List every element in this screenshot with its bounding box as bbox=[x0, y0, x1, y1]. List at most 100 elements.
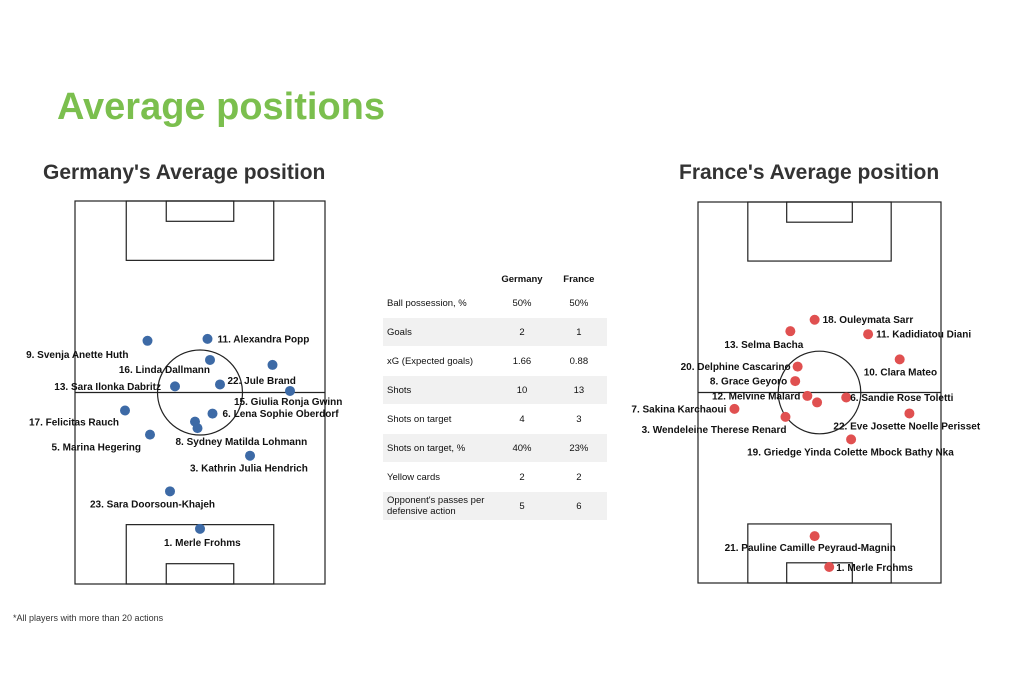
france-player-label: 20. Delphine Cascarino bbox=[681, 362, 791, 373]
france-player-dot bbox=[729, 403, 740, 414]
france-player-label: 8. Grace Geyoro bbox=[710, 377, 787, 388]
germany-player-dot bbox=[285, 385, 295, 396]
stats-row: Shots on target 4 3 bbox=[383, 404, 607, 434]
france-player-dot bbox=[809, 531, 820, 542]
france-player-label: 10. Clara Mateo bbox=[864, 367, 937, 378]
germany-player-label: 16. Linda Dallmann bbox=[119, 365, 210, 376]
stats-france-value: 13 bbox=[550, 375, 607, 405]
france-player-label: 7. Sakina Karchaoui bbox=[631, 404, 726, 415]
germany-player-label: 23. Sara Doorsoun-Khajeh bbox=[90, 499, 215, 510]
france-player-dot bbox=[894, 354, 905, 365]
germany-player-dot bbox=[170, 381, 180, 392]
germany-player-dot bbox=[165, 486, 175, 497]
germany-player-dot bbox=[142, 335, 153, 346]
france-player-label: 18. Ouleymata Sarr bbox=[823, 315, 914, 326]
germany-player-label: 17. Felicitas Rauch bbox=[29, 418, 119, 429]
france-player-dot bbox=[809, 314, 820, 325]
germany-player-label: 1. Merle Frohms bbox=[164, 538, 241, 549]
france-top-goal-area bbox=[786, 201, 853, 223]
stats-germany-value: 50% bbox=[493, 288, 551, 318]
stats-row-label: Shots on target, % bbox=[383, 433, 494, 463]
france-player-dot bbox=[790, 376, 801, 387]
stats-row-label: Shots bbox=[383, 375, 494, 405]
france-player-dot bbox=[802, 390, 813, 401]
stats-row: xG (Expected goals) 1.66 0.88 bbox=[383, 346, 607, 376]
france-player-dot bbox=[824, 561, 835, 572]
germany-player-dot bbox=[215, 379, 225, 390]
france-player-dot bbox=[846, 434, 857, 445]
france-player-dot bbox=[792, 361, 803, 372]
france-chart-title: France's Average position bbox=[679, 161, 940, 184]
stats-germany-value: 40% bbox=[493, 433, 551, 463]
stats-france-value: 1 bbox=[550, 317, 607, 347]
germany-player-label: 8. Sydney Matilda Lohmann bbox=[176, 437, 308, 448]
stats-row: Shots 10 13 bbox=[383, 375, 607, 405]
france-pitch: 18. Ouleymata Sarr 13. Selma Bacha 11. Kad… bbox=[631, 201, 981, 584]
germany-player-dot bbox=[245, 450, 255, 461]
germany-player-dot bbox=[120, 405, 130, 416]
france-player-dot bbox=[863, 329, 874, 340]
stats-row-label: Opponent's passes per defensive action bbox=[383, 491, 494, 520]
germany-pitch: 11. Alexandra Popp 9. Svenja Anette Huth 1… bbox=[26, 200, 342, 585]
germany-player-dot bbox=[205, 354, 215, 365]
germany-player-dot bbox=[195, 523, 205, 534]
germany-player-dot bbox=[145, 429, 155, 440]
footnote: *All players with more than 20 actions bbox=[13, 613, 164, 623]
stats-header-germany: Germany bbox=[501, 273, 543, 285]
stats-france-value: 0.88 bbox=[550, 346, 607, 376]
stats-row-label: Ball possession, % bbox=[383, 288, 494, 318]
stats-germany-value: 1.66 bbox=[493, 346, 551, 376]
stats-row: Shots on target, % 40% 23% bbox=[383, 433, 607, 463]
germany-player-label: 13. Sara Ilonka Dabritz bbox=[54, 382, 161, 393]
germany-top-penalty-area bbox=[125, 200, 275, 261]
stats-row-label: Yellow cards bbox=[383, 462, 494, 492]
germany-player-label: 3. Kathrin Julia Hendrich bbox=[190, 464, 308, 475]
germany-player-dot bbox=[202, 333, 213, 344]
germany-centre-circle bbox=[156, 349, 244, 436]
page-title: Average positions bbox=[57, 86, 386, 128]
stats-row: Yellow cards 2 2 bbox=[383, 462, 607, 492]
stats-france-value: 6 bbox=[550, 491, 607, 520]
stats-france-value: 3 bbox=[550, 404, 607, 434]
france-player-label: 6. Sandie Rose Toletti bbox=[850, 393, 953, 404]
stats-germany-value: 4 bbox=[493, 404, 551, 434]
germany-player-label: 5. Marina Hegering bbox=[52, 443, 141, 454]
france-bottom-goal-area bbox=[786, 562, 853, 584]
france-player-dot bbox=[904, 408, 915, 419]
stats-germany-value: 2 bbox=[493, 317, 551, 347]
france-player-label: 1. Merle Frohms bbox=[836, 563, 913, 574]
stats-row-label: Goals bbox=[383, 317, 494, 347]
france-player-dot bbox=[812, 397, 823, 408]
stats-row: Opponent's passes per defensive action 5 6 bbox=[383, 491, 607, 520]
france-player-label: 11. Kadidiatou Diani bbox=[876, 330, 971, 341]
stats-row-label: xG (Expected goals) bbox=[383, 346, 494, 376]
france-player-label: 13. Selma Bacha bbox=[724, 340, 803, 351]
germany-player-label: 6. Lena Sophie Oberdorf bbox=[223, 409, 340, 420]
france-player-label: 12. Melvine Malard bbox=[712, 391, 800, 402]
stats-germany-value: 5 bbox=[493, 491, 551, 520]
france-player-dot bbox=[785, 326, 796, 337]
germany-player-dot bbox=[267, 359, 278, 370]
stats-row-label: Shots on target bbox=[383, 404, 494, 434]
france-top-penalty-area bbox=[747, 201, 892, 262]
france-player-label: 22. Eve Josette Noelle Perisset bbox=[833, 421, 980, 432]
stats-france-value: 2 bbox=[550, 462, 607, 492]
germany-bottom-goal-area bbox=[165, 563, 235, 585]
france-player-dot bbox=[841, 392, 852, 403]
france-centre-circle bbox=[777, 350, 862, 435]
stats-france-value: 50% bbox=[550, 288, 607, 318]
stats-germany-value: 10 bbox=[493, 375, 551, 405]
stats-header-blank bbox=[383, 270, 493, 289]
germany-player-dot bbox=[207, 408, 218, 419]
stats-header-row: Germany France bbox=[383, 270, 607, 289]
match-stats-table: Germany France Ball possession, % 50% 50% G… bbox=[383, 270, 607, 520]
germany-player-dot bbox=[192, 423, 203, 434]
stats-header-france: France bbox=[563, 273, 595, 285]
france-player-label: 19. Griedge Yinda Colette Mbock Bathy Nk… bbox=[747, 447, 954, 458]
stats-row: Ball possession, % 50% 50% bbox=[383, 288, 607, 318]
germany-chart-title: Germany's Average position bbox=[43, 161, 326, 184]
germany-player-label: 11. Alexandra Popp bbox=[218, 334, 310, 345]
france-player-dot bbox=[780, 411, 791, 422]
france-player-label: 21. Pauline Camille Peyraud-Magnin bbox=[725, 543, 896, 554]
stats-france-value: 23% bbox=[550, 433, 607, 463]
